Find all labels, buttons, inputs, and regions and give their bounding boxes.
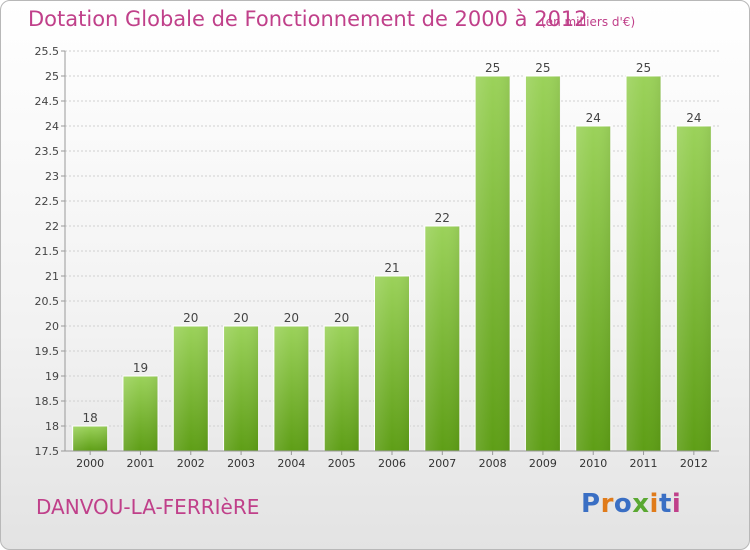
data-label: 20 [183,311,198,325]
bar-shine [626,76,662,451]
x-tick-label: 2007 [428,457,456,470]
logo-letter: x [632,489,650,519]
chart-title: Dotation Globale de Fonctionnement de 20… [28,7,588,31]
y-tick-label: 21 [45,270,59,283]
x-tick-label: 2012 [680,457,708,470]
data-label: 18 [83,411,98,425]
x-axis: 2000 2001 2002 2003 2004 2005 2006 2007 2008 2009… [65,450,719,470]
y-tick-label: 20 [45,320,59,333]
x-tick-label: 2001 [126,457,154,470]
y-tick-label: 19.5 [35,345,60,358]
bar-shine [173,326,209,451]
y-tick-label: 24.5 [35,95,60,108]
proxiti-logo: Proxiti [581,489,681,519]
logo-letter: P [581,489,601,519]
bar-shine [273,326,309,451]
y-tick-label: 20.5 [35,295,60,308]
data-label: 20 [284,311,299,325]
bars [72,75,712,452]
bar-shine [374,276,410,451]
x-tick-label: 2000 [76,457,104,470]
y-tick-label: 24 [45,120,59,133]
data-label: 25 [535,61,550,75]
y-tick-label: 23 [45,170,59,183]
x-tick-label: 2002 [177,457,205,470]
logo-letter: r [600,489,614,519]
logo-letter: i [649,489,659,519]
bar-shine [122,376,158,451]
chart-subtitle: (en milliers d'€) [541,15,636,29]
bar-shine [324,326,360,451]
x-tick-label: 2009 [529,457,557,470]
x-tick-label: 2005 [328,457,356,470]
data-label: 25 [636,61,651,75]
bar-shine [72,426,108,451]
bar-shine [223,326,259,451]
commune-name: DANVOU-LA-FERRIèRE [36,495,260,519]
data-label: 19 [133,361,148,375]
data-label: 24 [586,111,601,125]
data-label: 20 [233,311,248,325]
logo-letter: o [613,489,633,519]
bar-shine [575,126,611,451]
data-label: 21 [384,261,399,275]
x-tick-label: 2008 [479,457,507,470]
y-tick-label: 18 [45,420,59,433]
y-tick-label: 18.5 [35,395,60,408]
data-label: 22 [435,211,450,225]
bar-shine [525,76,561,451]
bar-shine [676,126,712,451]
x-tick-label: 2011 [630,457,658,470]
y-tick-label: 25 [45,70,59,83]
data-label: 24 [686,111,701,125]
y-tick-label: 22 [45,220,59,233]
logo-letter: t [658,489,672,519]
y-tick-label: 23.5 [35,145,60,158]
x-tick-label: 2010 [579,457,607,470]
x-tick-label: 2006 [378,457,406,470]
y-tick-label: 17.5 [35,445,60,458]
data-label: 20 [334,311,349,325]
bar-shine [424,226,460,451]
logo-letter: i [671,489,682,519]
x-tick-label: 2003 [227,457,255,470]
bar-shine [475,76,511,451]
y-tick-label: 22.5 [35,195,60,208]
y-tick-label: 19 [45,370,59,383]
x-tick-label: 2004 [277,457,305,470]
y-tick-label: 21.5 [35,245,60,258]
data-label: 25 [485,61,500,75]
y-axis: 17.5 18 18.5 19 19.5 20 20.5 21 21.5 22 22.5 23 23.5… [35,45,66,458]
data-labels: 18 19 20 20 20 20 21 22 25 25 24 25 24 [83,61,702,425]
y-tick-label: 25.5 [35,45,60,58]
